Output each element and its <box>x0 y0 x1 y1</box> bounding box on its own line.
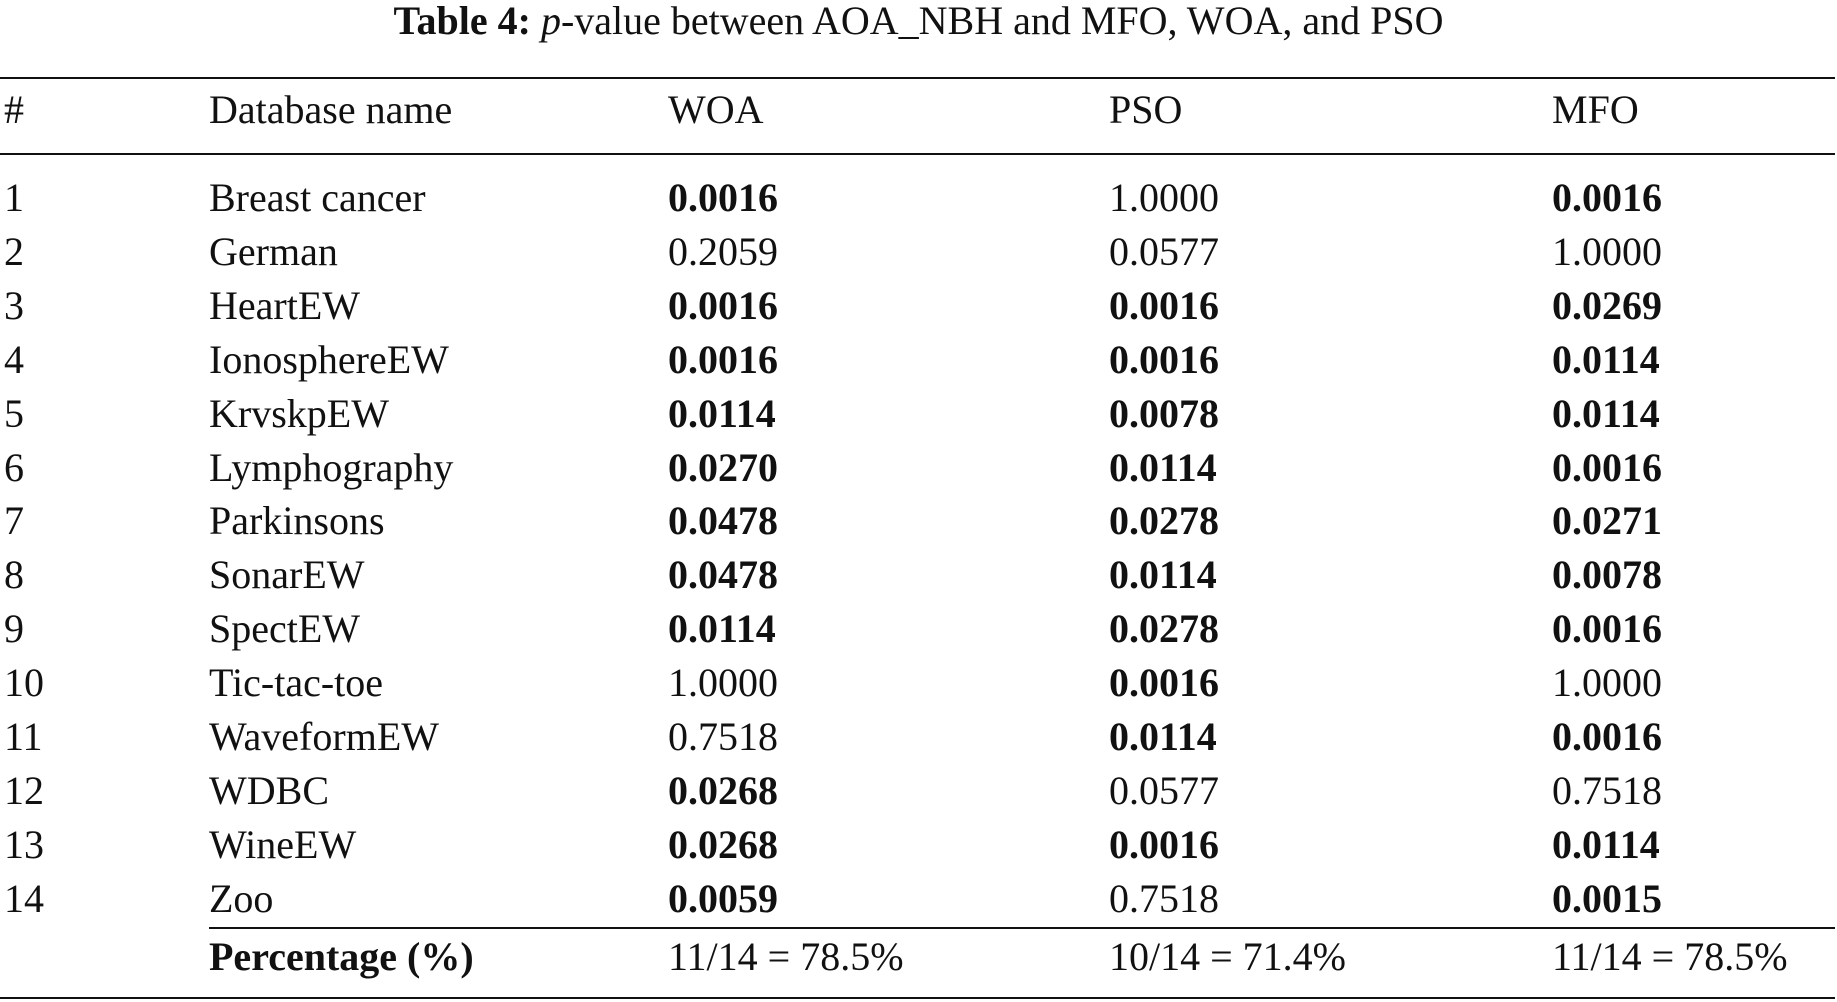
row-name: SpectEW <box>209 606 361 652</box>
p-value: 0.0016 <box>668 175 778 220</box>
p-value: 0.0016 <box>1552 175 1662 220</box>
p-value: 0.2059 <box>668 228 778 274</box>
p-value: 0.7518 <box>1552 767 1662 813</box>
row-id: 1 <box>4 175 24 220</box>
row-name: SonarEW <box>209 552 365 598</box>
p-value: 0.0015 <box>1552 875 1662 921</box>
p-value: 0.0114 <box>1552 336 1660 382</box>
p-value: 0.0016 <box>1109 821 1219 867</box>
row-name: Lymphography <box>209 444 454 490</box>
header-cell: MFO <box>1552 87 1639 132</box>
p-value: 1.0000 <box>1552 228 1662 274</box>
p-value: 0.7518 <box>668 714 778 759</box>
footer-value: 11/14 = 78.5% <box>668 934 904 979</box>
p-value: 0.0278 <box>1109 606 1219 652</box>
p-value: 0.0114 <box>1552 821 1660 867</box>
row-name: German <box>209 228 338 274</box>
header-cell: # <box>4 87 24 132</box>
row-id: 4 <box>4 336 24 382</box>
row-name: HeartEW <box>209 282 361 328</box>
row-id: 5 <box>4 390 24 436</box>
footer-label: Percentage (%) <box>209 934 474 979</box>
p-value: 0.0016 <box>1552 606 1662 652</box>
p-value: 0.0268 <box>668 821 778 867</box>
row-id: 7 <box>4 498 24 544</box>
header-rule <box>0 153 1835 155</box>
row-name: IonosphereEW <box>209 336 449 382</box>
row-id: 11 <box>4 714 43 759</box>
row-name: Tic-tac-toe <box>209 660 384 706</box>
p-value: 0.0114 <box>1552 390 1660 436</box>
p-value: 0.0278 <box>1109 498 1219 544</box>
caption-text: -value between AOA_NBH and MFO, WOA, and… <box>560 0 1444 43</box>
p-value: 1.0000 <box>668 660 778 706</box>
caption-label: Table 4: <box>393 0 531 43</box>
footer-value: 10/14 = 71.4% <box>1109 934 1346 979</box>
row-id: 9 <box>4 606 24 652</box>
p-value: 0.0577 <box>1109 228 1219 274</box>
row-name: WDBC <box>209 767 329 813</box>
p-value: 0.0016 <box>1109 660 1219 706</box>
p-value: 0.0016 <box>1552 444 1662 490</box>
p-value: 0.0016 <box>668 282 778 328</box>
row-name: Zoo <box>209 875 274 921</box>
p-value: 0.0478 <box>668 498 778 544</box>
p-value: 0.0016 <box>1109 282 1219 328</box>
p-value: 0.0270 <box>668 444 778 490</box>
header-cell: Database name <box>209 87 453 132</box>
caption-italic: p <box>540 0 561 43</box>
p-value: 0.7518 <box>1109 875 1219 921</box>
row-name: WaveformEW <box>209 714 439 759</box>
row-name: WineEW <box>209 821 357 867</box>
header-cell: WOA <box>668 87 764 132</box>
p-value: 0.0577 <box>1109 767 1219 813</box>
header-cell: PSO <box>1109 87 1183 132</box>
bottom-rule <box>0 997 1835 999</box>
top-rule <box>0 77 1835 79</box>
row-name: Breast cancer <box>209 175 426 220</box>
row-id: 12 <box>4 767 44 813</box>
p-value: 0.0268 <box>668 767 778 813</box>
p-value: 0.0269 <box>1552 282 1662 328</box>
footer-value: 11/14 = 78.5% <box>1552 934 1788 979</box>
row-id: 13 <box>4 821 44 867</box>
p-value: 0.0478 <box>668 552 778 598</box>
p-value: 0.0078 <box>1109 390 1219 436</box>
p-value: 0.0114 <box>1109 552 1217 598</box>
p-value: 0.0016 <box>1552 714 1662 759</box>
p-value: 0.0114 <box>1109 714 1217 759</box>
p-value: 1.0000 <box>1109 175 1219 220</box>
p-value: 0.0078 <box>1552 552 1662 598</box>
row-id: 14 <box>4 875 44 921</box>
row-id: 6 <box>4 444 24 490</box>
row-id: 10 <box>4 660 44 706</box>
row-id: 8 <box>4 552 24 598</box>
row-id: 2 <box>4 228 24 274</box>
p-value: 0.0114 <box>668 606 776 652</box>
footer-rule <box>209 927 1835 929</box>
p-value: 0.0016 <box>668 336 778 382</box>
p-value: 0.0114 <box>668 390 776 436</box>
row-name: KrvskpEW <box>209 390 389 436</box>
p-value: 0.0059 <box>668 875 778 921</box>
p-value: 0.0271 <box>1552 498 1662 544</box>
p-value: 1.0000 <box>1552 660 1662 706</box>
caption: Table 4: p-value between AOA_NBH and MFO… <box>0 0 1837 46</box>
row-name: Parkinsons <box>209 498 385 544</box>
row-id: 3 <box>4 282 24 328</box>
p-value: 0.0016 <box>1109 336 1219 382</box>
p-value: 0.0114 <box>1109 444 1217 490</box>
